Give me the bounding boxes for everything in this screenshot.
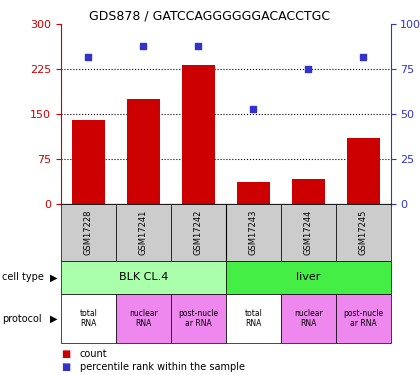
Text: ■: ■ (61, 362, 70, 372)
Text: GSM17241: GSM17241 (139, 210, 148, 255)
Bar (336, 204, 391, 261)
Text: ▶: ▶ (50, 314, 57, 324)
Bar (336, 294, 391, 343)
Text: cell type: cell type (2, 273, 44, 282)
Bar (292, 179, 325, 204)
Bar (116, 204, 171, 261)
Text: post-nucle
ar RNA: post-nucle ar RNA (343, 309, 383, 328)
Point (195, 43, 202, 49)
Bar (281, 204, 336, 261)
Bar (127, 99, 160, 204)
Bar (61, 294, 116, 343)
Text: nuclear
RNA: nuclear RNA (129, 309, 158, 328)
Bar (226, 261, 391, 294)
Text: liver: liver (296, 273, 320, 282)
Text: ■: ■ (61, 350, 70, 359)
Point (360, 54, 367, 60)
Point (140, 43, 147, 49)
Text: nuclear
RNA: nuclear RNA (294, 309, 323, 328)
Bar (61, 204, 116, 261)
Text: post-nucle
ar RNA: post-nucle ar RNA (178, 309, 218, 328)
Bar (226, 204, 281, 261)
Text: protocol: protocol (2, 314, 42, 324)
Text: total
RNA: total RNA (79, 309, 97, 328)
Bar (72, 120, 105, 204)
Text: GSM17245: GSM17245 (359, 210, 368, 255)
Text: GSM17242: GSM17242 (194, 210, 203, 255)
Point (250, 106, 257, 112)
Text: GDS878 / GATCCAGGGGGGACACCTGC: GDS878 / GATCCAGGGGGGACACCTGC (89, 9, 331, 22)
Text: percentile rank within the sample: percentile rank within the sample (80, 362, 245, 372)
Text: ▶: ▶ (50, 273, 57, 282)
Text: BLK CL.4: BLK CL.4 (118, 273, 168, 282)
Bar (226, 294, 281, 343)
Point (85, 54, 92, 60)
Bar (171, 204, 226, 261)
Text: GSM17243: GSM17243 (249, 210, 258, 255)
Bar (116, 294, 171, 343)
Text: count: count (80, 350, 108, 359)
Bar (281, 294, 336, 343)
Bar (61, 261, 226, 294)
Bar (237, 182, 270, 204)
Point (305, 66, 312, 72)
Bar (346, 138, 380, 204)
Text: total
RNA: total RNA (244, 309, 262, 328)
Bar (182, 65, 215, 204)
Text: GSM17228: GSM17228 (84, 210, 93, 255)
Bar (171, 294, 226, 343)
Text: GSM17244: GSM17244 (304, 210, 312, 255)
